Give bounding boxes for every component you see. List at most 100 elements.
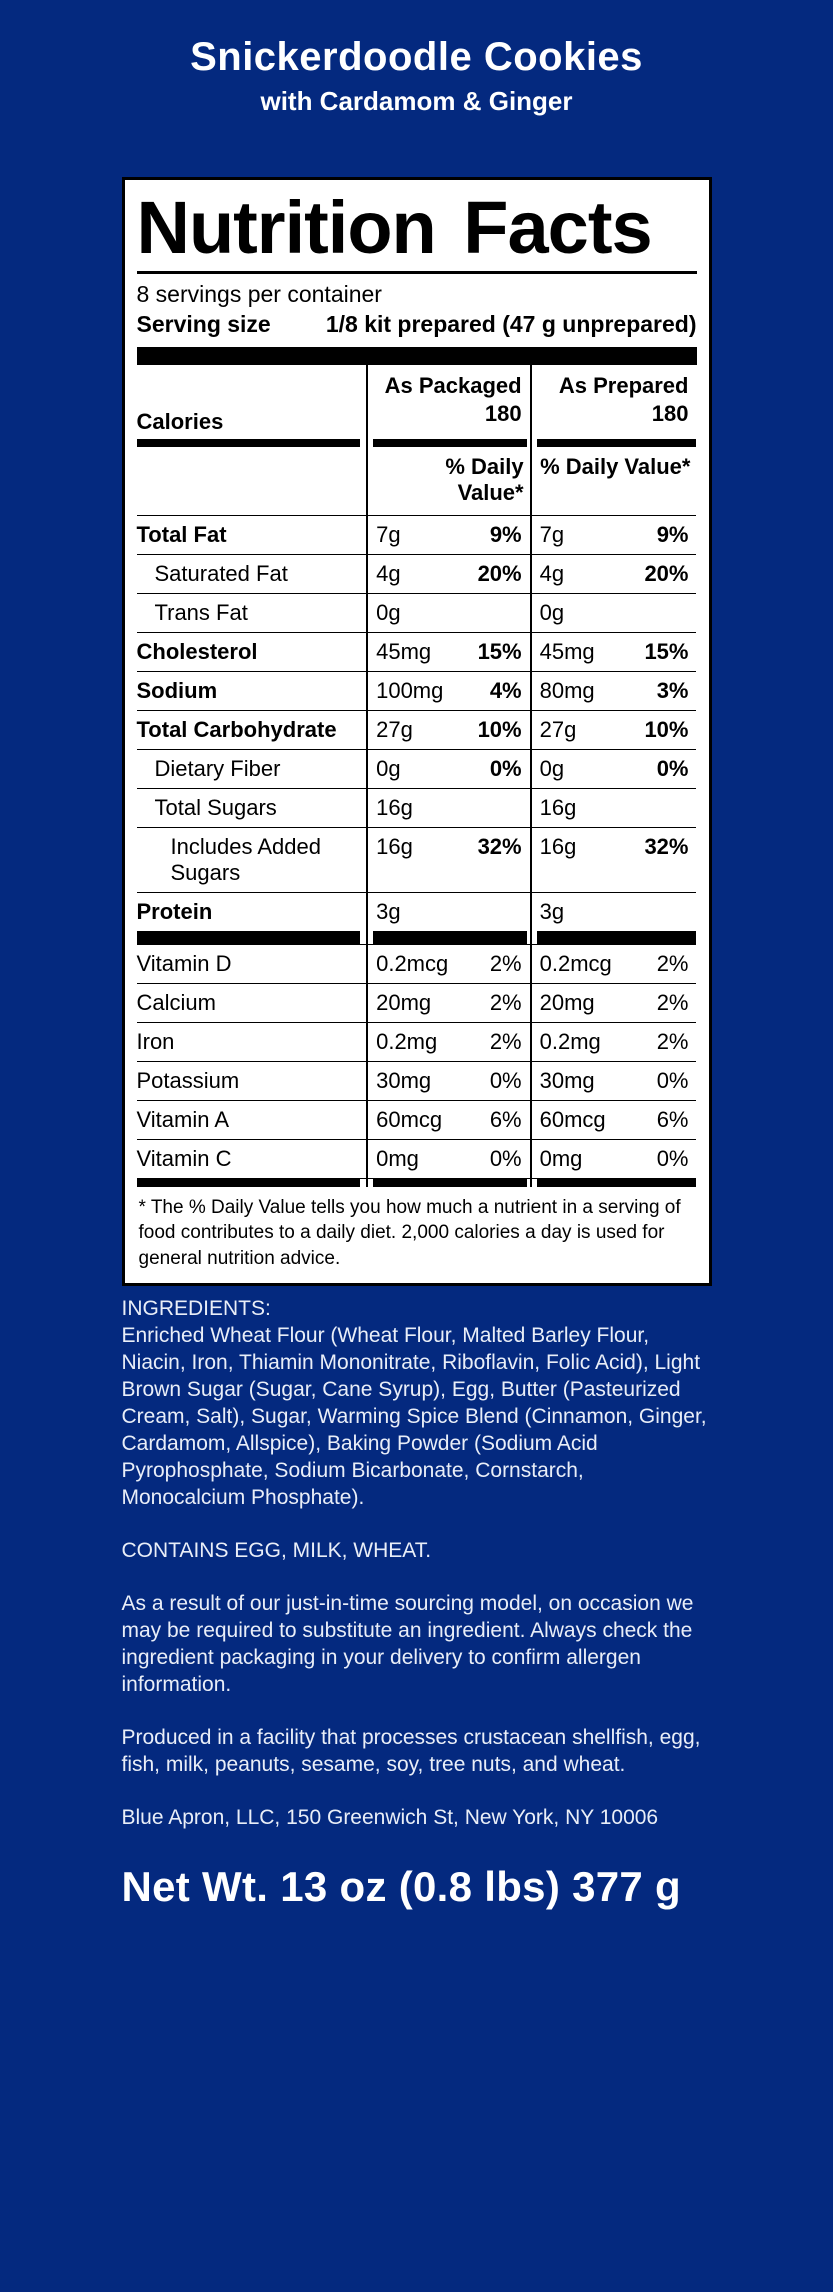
nutrient-col-packaged: 30mg 0% (366, 1060, 530, 1100)
nutrient-dv: 2% (489, 989, 522, 1015)
nutrient-col-prepared: 0.2mg 2% (529, 1021, 697, 1061)
nutrient-dv: 9% (656, 521, 689, 547)
nutrient-dv: 32% (644, 833, 689, 859)
nutrient-dv: 0% (489, 755, 522, 781)
nutrition-facts-panel: Nutrition Facts 8 servings per container… (121, 177, 712, 1287)
daily-value-footnote: * The % Daily Value tells you how much a… (138, 1196, 681, 1269)
nutrient-dv: 20% (477, 560, 522, 586)
nutrient-name: Vitamin D (136, 943, 367, 983)
nutrient-amount: 16g (539, 794, 577, 820)
nutrient-dv: 2% (489, 1028, 522, 1054)
mid-separator-row (136, 930, 697, 944)
bar-segment (136, 1177, 367, 1187)
nutrient-col-packaged: 27g 10% (366, 709, 530, 749)
nutrient-amount: 0g (539, 755, 565, 781)
nutrient-row: Total Fat 7g 9% 7g 9% (136, 514, 697, 554)
bar-segment (366, 1177, 530, 1187)
product-title: Snickerdoodle Cookies (190, 35, 643, 79)
bar-segment (366, 438, 530, 447)
nutrient-amount: 16g (539, 833, 577, 859)
nutrient-dv: 32% (477, 833, 522, 859)
nutrient-row: Total Carbohydrate 27g 10% 27g 10% (136, 709, 697, 749)
nutrient-dv: 2% (656, 950, 689, 976)
nutrient-dv: 10% (477, 716, 522, 742)
nutrient-col-prepared: 4g 20% (529, 553, 697, 593)
nutrient-amount: 0.2mg (539, 1028, 601, 1054)
nutrient-amount: 45mg (539, 638, 595, 664)
serving-size-value: 1/8 kit prepared (47 g unprepared) (325, 310, 697, 337)
nutrient-row: Vitamin C 0mg 0% 0mg 0% (136, 1138, 697, 1178)
bottom-separator-row (136, 1177, 697, 1187)
column-header-row: As Packaged As Prepared (137, 364, 697, 399)
nutrient-amount: 16g (376, 833, 413, 859)
nutrient-name: Calcium (136, 982, 367, 1022)
nutrient-name: Trans Fat (136, 592, 367, 632)
daily-value-header-prepared: % Daily Value* (529, 446, 697, 515)
nutrient-name: Saturated Fat (136, 553, 367, 593)
nutrient-amount: 0.2mcg (376, 950, 449, 976)
nutrient-amount: 0.2mcg (539, 950, 612, 976)
nutrient-row: Saturated Fat 4g 20% 4g 20% (136, 553, 697, 593)
net-weight: Net Wt. 13 oz (0.8 lbs) 377 g (121, 1863, 681, 1911)
details-section: INGREDIENTS: Enriched Wheat Flour (Wheat… (122, 1295, 712, 1831)
nutrient-amount: 7g (376, 521, 401, 547)
nutrition-table: As Packaged As Prepared Calories 180 180… (136, 364, 697, 1187)
nutrient-amount: 30mg (376, 1067, 432, 1093)
nutrient-row: Sodium 100mg 4% 80mg 3% (136, 670, 697, 710)
nutrient-dv: 2% (489, 950, 522, 976)
nutrient-amount: 27g (376, 716, 413, 742)
daily-value-header-packaged: % Daily Value* (366, 446, 530, 515)
nutrient-row: Trans Fat 0g 0g (136, 592, 697, 632)
facility-note: Produced in a facility that processes cr… (121, 1726, 701, 1777)
nutrient-amount: 30mg (539, 1067, 595, 1093)
nutrient-row: Includes Added Sugars 16g 32% 16g 32% (136, 826, 697, 892)
header: Snickerdoodle Cookies with Cardamom & Gi… (0, 0, 833, 117)
nutrient-col-prepared: 16g (529, 787, 697, 827)
calories-label: Calories (136, 408, 224, 434)
nutrient-dv: 3% (656, 677, 689, 703)
nutrient-dv: 2% (656, 1028, 689, 1054)
nutrient-amount: 0mg (539, 1145, 583, 1171)
nutrient-col-prepared: 0mg 0% (529, 1138, 697, 1178)
nutrient-amount: 0g (539, 599, 565, 625)
nutrient-dv: 0% (489, 1145, 522, 1171)
nutrient-dv: 10% (644, 716, 689, 742)
nutrient-name: Protein (136, 891, 367, 931)
bar-segment (529, 1177, 697, 1187)
nutrient-amount: 60mcg (539, 1106, 606, 1132)
nutrient-col-packaged: 0mg 0% (366, 1138, 530, 1178)
nutrient-amount: 3g (539, 898, 565, 924)
nutrient-col-prepared: 27g 10% (529, 709, 697, 749)
nutrient-amount: 0g (376, 599, 401, 625)
nutrient-col-prepared: 60mcg 6% (529, 1099, 697, 1139)
nutrient-dv: 6% (656, 1106, 689, 1132)
nutrient-row: Potassium 30mg 0% 30mg 0% (136, 1060, 697, 1100)
nutrient-row: Iron 0.2mg 2% 0.2mg 2% (136, 1021, 697, 1061)
nutrient-col-prepared: 16g 32% (529, 826, 697, 892)
nutrient-amount: 3g (376, 898, 401, 924)
nutrient-dv: 2% (656, 989, 689, 1015)
nutrient-dv: 15% (477, 638, 522, 664)
nutrient-dv: 20% (644, 560, 689, 586)
nutrient-row: Dietary Fiber 0g 0% 0g 0% (136, 748, 697, 788)
nutrient-col-prepared: 45mg 15% (529, 631, 697, 671)
nutrient-name: Sodium (136, 670, 367, 710)
bar-segment (136, 930, 367, 944)
serving-size-label: Serving size (136, 310, 271, 337)
nutrient-amount: 7g (539, 521, 565, 547)
nutrient-name: Vitamin C (136, 1138, 367, 1178)
vitamin-rows: Vitamin D 0.2mcg 2% 0.2mcg 2% Calcium 20mg 2% 20… (136, 943, 697, 1178)
column-header-spacer (137, 365, 367, 399)
product-subtitle: with Cardamom & Ginger (260, 86, 573, 116)
column-header-prepared: As Prepared (529, 364, 697, 399)
calories-row: Calories 180 180 (136, 398, 697, 439)
nutrient-amount: 45mg (376, 638, 432, 664)
calories-underline-row (136, 438, 697, 447)
nutrient-name: Iron (136, 1021, 367, 1061)
nutrient-amount: 4g (539, 560, 565, 586)
nutrient-amount: 80mg (539, 677, 595, 703)
nutrient-col-prepared: 3g (529, 891, 697, 931)
nutrient-name: Total Sugars (136, 787, 367, 827)
contains-statement: CONTAINS EGG, MILK, WHEAT. (121, 1539, 432, 1563)
